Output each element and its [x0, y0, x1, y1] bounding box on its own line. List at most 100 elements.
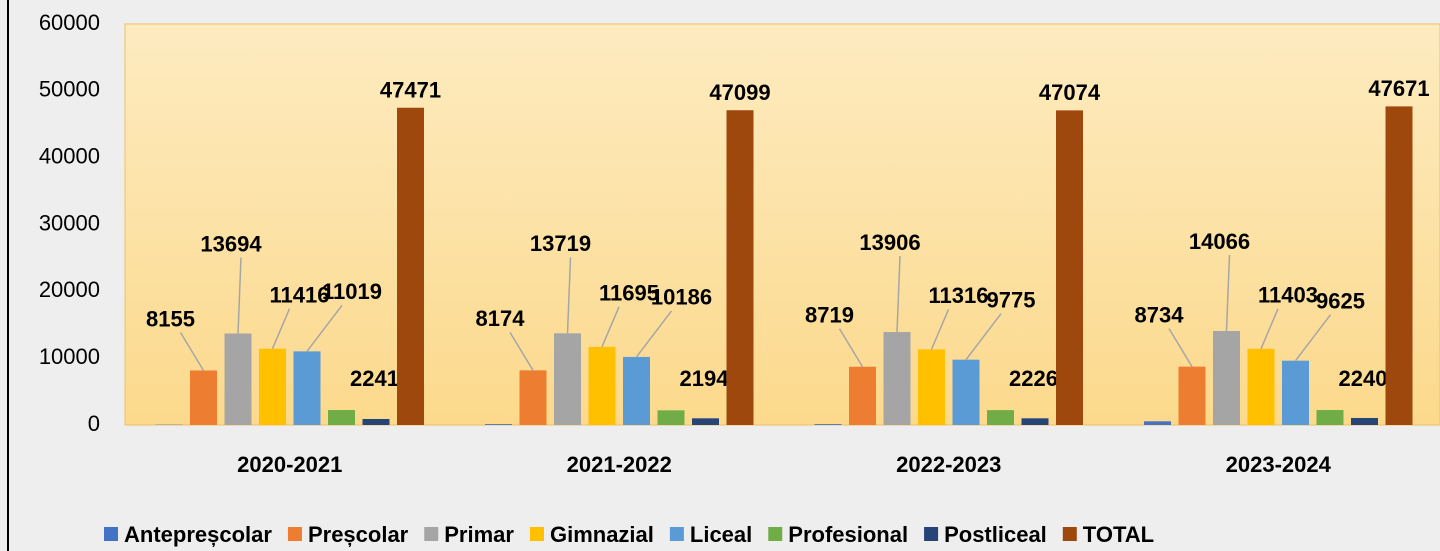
bar: [1178, 366, 1206, 425]
bar: [190, 370, 217, 425]
data-label: 13694: [200, 231, 262, 256]
leader-line: [930, 309, 950, 350]
legend-label: Liceal: [690, 522, 752, 547]
data-label: 47074: [1039, 80, 1101, 105]
bar: [588, 346, 616, 425]
legend-label: TOTAL: [1083, 522, 1154, 547]
data-label: 8719: [805, 303, 854, 328]
bar: [1351, 417, 1378, 425]
leader-line: [965, 313, 1002, 361]
bar: [1144, 421, 1171, 425]
bar: [485, 424, 512, 425]
bar: [259, 348, 286, 425]
x-tick-label: 2023-2024: [1226, 452, 1332, 477]
legend-marker: [529, 527, 544, 541]
y-tick-label: 0: [88, 411, 100, 436]
y-tick-label: 10000: [39, 344, 100, 369]
data-label: 2240: [1339, 366, 1388, 391]
bar: [1316, 410, 1344, 425]
data-label: 10186: [651, 285, 712, 310]
leader-line: [1294, 314, 1332, 362]
legend-marker: [669, 527, 684, 541]
data-label: 11316: [929, 283, 989, 308]
data-label: 11695: [599, 281, 659, 306]
plot-area: [124, 23, 1440, 426]
leader-line: [1168, 328, 1193, 368]
x-tick-label: 2021-2022: [567, 452, 672, 477]
data-label: 14066: [1189, 229, 1250, 254]
bar: [883, 332, 911, 425]
data-label: 11403: [1258, 283, 1318, 308]
bar: [293, 351, 321, 425]
data-label: 11019: [322, 279, 382, 304]
bar: [362, 418, 390, 425]
leader-line: [635, 310, 673, 358]
data-label: 11416: [270, 283, 330, 308]
leader-line: [1225, 254, 1231, 332]
legend-label: Primar: [444, 522, 514, 547]
data-label: 13719: [530, 231, 591, 256]
bar: [1021, 418, 1049, 425]
data-label: 8155: [146, 306, 195, 331]
legend-marker: [1062, 527, 1077, 541]
leader-line: [271, 308, 291, 349]
bar: [519, 370, 547, 425]
data-label: 47471: [380, 78, 441, 103]
bar: [328, 410, 355, 425]
bar: [952, 359, 980, 425]
bar: [692, 418, 719, 425]
y-tick-label: 40000: [39, 143, 100, 168]
legend-label: Postliceal: [944, 522, 1047, 547]
legend-marker: [287, 527, 302, 541]
data-label: 8174: [476, 306, 526, 331]
data-label: 13906: [859, 230, 920, 255]
legend-label: Preșcolar: [308, 522, 409, 547]
leader-line: [1260, 308, 1279, 350]
leader-line: [896, 256, 901, 333]
legend-label: Profesional: [788, 522, 908, 547]
legend-marker: [424, 527, 439, 541]
x-tick-label: 2020-2021: [237, 452, 342, 477]
y-tick-label: 30000: [39, 210, 100, 235]
data-label: 47099: [709, 80, 770, 105]
legend-marker: [924, 527, 939, 541]
bar: [1247, 348, 1275, 425]
bar: [918, 349, 945, 425]
legend-label: Gimnazial: [550, 522, 654, 547]
y-tick-label: 60000: [39, 10, 100, 35]
leader-line: [237, 257, 242, 334]
bar: [1282, 360, 1309, 425]
bar: [849, 366, 876, 425]
legend-marker: [104, 527, 118, 541]
leader-line: [566, 257, 572, 334]
bar: [657, 410, 685, 425]
leader-line: [601, 306, 620, 348]
data-label: 9625: [1316, 288, 1365, 313]
bar: [224, 333, 252, 425]
y-tick-label: 20000: [39, 277, 100, 302]
leader-line: [306, 304, 343, 352]
bar: [726, 110, 754, 425]
bar: [987, 410, 1014, 425]
data-label: 47671: [1368, 76, 1429, 101]
bar: [1056, 110, 1083, 425]
bar: [623, 356, 650, 425]
leader-line: [509, 331, 534, 371]
bar: [397, 107, 424, 426]
data-label: 2241: [350, 366, 399, 391]
bar: [554, 333, 581, 425]
data-label: 2194: [680, 366, 730, 391]
bar: [814, 424, 842, 425]
y-tick-label: 50000: [39, 77, 100, 102]
data-label: 9775: [987, 287, 1036, 312]
data-label: 8734: [1135, 302, 1185, 327]
legend-marker: [768, 527, 783, 541]
bar: [1385, 106, 1413, 426]
x-tick-label: 2022-2023: [896, 452, 1001, 477]
leader-line: [179, 332, 205, 371]
legend-label: Antepreșcolar: [124, 522, 272, 547]
data-label: 2226: [1009, 366, 1058, 391]
leader-line: [838, 328, 864, 368]
bar: [1213, 330, 1240, 425]
